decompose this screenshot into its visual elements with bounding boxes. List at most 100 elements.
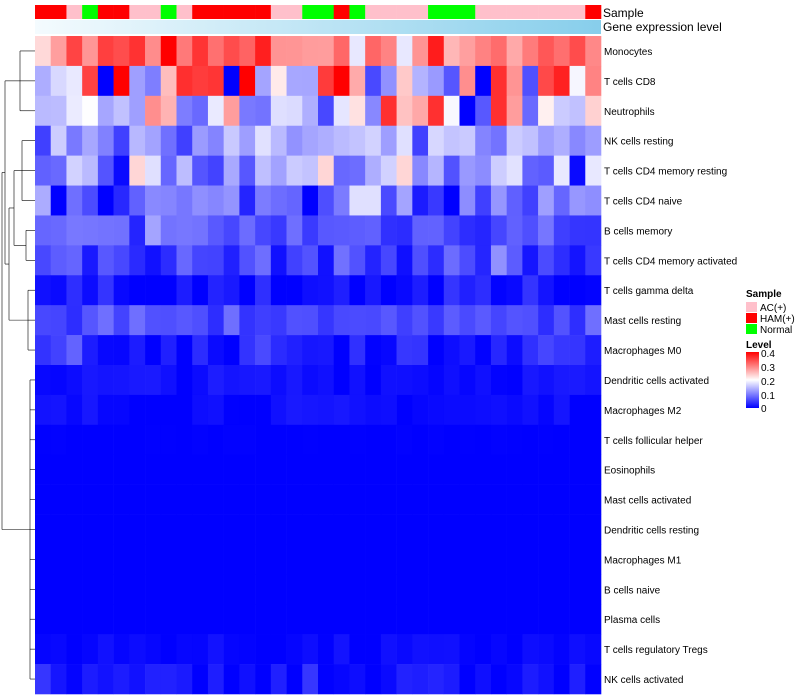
heatmap-cell bbox=[428, 484, 445, 515]
heatmap-cell bbox=[50, 634, 67, 665]
heatmap-cell bbox=[223, 484, 240, 515]
heatmap-cell bbox=[553, 305, 570, 336]
heatmap-cell bbox=[506, 454, 523, 485]
heatmap-cell bbox=[490, 484, 507, 515]
heatmap-cell bbox=[255, 664, 272, 695]
heatmap-cell bbox=[82, 454, 99, 485]
heatmap-cell bbox=[192, 544, 209, 575]
sample-annotation-cell bbox=[176, 5, 193, 19]
heatmap-cell bbox=[176, 664, 193, 695]
heatmap-cell bbox=[113, 664, 130, 695]
sample-legend-title: Sample bbox=[746, 289, 782, 300]
heatmap-cell bbox=[207, 155, 224, 186]
row-label: Macrophages M0 bbox=[604, 346, 682, 357]
row-label: Plasma cells bbox=[604, 615, 660, 626]
heatmap-cell bbox=[412, 155, 429, 186]
heatmap-cell bbox=[365, 484, 382, 515]
heatmap-cell bbox=[553, 245, 570, 276]
heatmap-cell bbox=[459, 514, 476, 545]
heatmap-cell bbox=[412, 664, 429, 695]
row-label: T cells follicular helper bbox=[604, 436, 703, 447]
heatmap-cell bbox=[333, 65, 350, 97]
heatmap-cell bbox=[97, 245, 114, 276]
heatmap-cell bbox=[349, 604, 366, 635]
heatmap-cell bbox=[207, 664, 224, 695]
heatmap-cell bbox=[396, 95, 413, 127]
heatmap-cell bbox=[475, 604, 492, 635]
heatmap-cell bbox=[223, 394, 240, 426]
heatmap-cell bbox=[538, 664, 555, 695]
heatmap-cell bbox=[82, 484, 99, 515]
heatmap-cell bbox=[270, 394, 287, 426]
row-label: T cells CD4 naive bbox=[604, 197, 683, 208]
heatmap-cell bbox=[412, 544, 429, 575]
heatmap-cell bbox=[553, 484, 570, 515]
sample-annotation-cell bbox=[380, 5, 397, 19]
heatmap-cell bbox=[428, 394, 445, 426]
heatmap-cell bbox=[490, 275, 507, 306]
heatmap-cell bbox=[585, 95, 602, 127]
heatmap-cell bbox=[475, 305, 492, 336]
heatmap-cell bbox=[207, 454, 224, 485]
heatmap-cell bbox=[490, 335, 507, 366]
heatmap-cell bbox=[35, 574, 52, 605]
heatmap-cell bbox=[318, 394, 335, 426]
heatmap-cell bbox=[475, 484, 492, 515]
heatmap-cell bbox=[113, 185, 130, 216]
heatmap-cell bbox=[270, 185, 287, 216]
sample-annotation-cell bbox=[412, 5, 429, 19]
heatmap-cell bbox=[207, 305, 224, 336]
heatmap-cell bbox=[318, 454, 335, 485]
heatmap-cell bbox=[538, 185, 555, 216]
heatmap-cell bbox=[129, 604, 146, 635]
sample-annotation-cell bbox=[50, 5, 67, 19]
heatmap-cell bbox=[522, 454, 539, 485]
heatmap-cell bbox=[318, 275, 335, 306]
heatmap-cell bbox=[302, 95, 319, 127]
heatmap-cell bbox=[145, 335, 162, 366]
heatmap-cell bbox=[255, 36, 272, 67]
heatmap-cell bbox=[396, 305, 413, 336]
heatmap-cell bbox=[333, 215, 350, 246]
heatmap-cell bbox=[428, 275, 445, 306]
heatmap-cell bbox=[459, 394, 476, 426]
heatmap-cell bbox=[145, 634, 162, 665]
heatmap-cell bbox=[522, 484, 539, 515]
heatmap-cell bbox=[82, 245, 99, 276]
row-label: Monocytes bbox=[604, 47, 652, 58]
heatmap-cell bbox=[538, 36, 555, 67]
heatmap-cell bbox=[459, 65, 476, 97]
heatmap-cell bbox=[66, 574, 83, 605]
heatmap-cell bbox=[585, 185, 602, 216]
heatmap-cell bbox=[490, 394, 507, 426]
legend-label-ac: AC(+) bbox=[760, 303, 786, 314]
heatmap-cell bbox=[82, 514, 99, 545]
heatmap-cell bbox=[286, 574, 303, 605]
heatmap-cell bbox=[428, 95, 445, 127]
heatmap-cell bbox=[207, 125, 224, 156]
heatmap-cell bbox=[443, 275, 460, 306]
heatmap-cell bbox=[129, 185, 146, 216]
heatmap-cell bbox=[428, 305, 445, 336]
heatmap-cell bbox=[129, 544, 146, 575]
heatmap-cell bbox=[475, 245, 492, 276]
sample-annotation-cell bbox=[522, 5, 539, 19]
heatmap-cell bbox=[443, 424, 460, 456]
heatmap-cell bbox=[443, 544, 460, 575]
heatmap-cell bbox=[82, 275, 99, 306]
heatmap-cell bbox=[538, 65, 555, 97]
heatmap-cell bbox=[223, 424, 240, 456]
heatmap-cell bbox=[459, 305, 476, 336]
heatmap-cell bbox=[443, 394, 460, 426]
heatmap-cell bbox=[207, 36, 224, 67]
heatmap-cell bbox=[396, 634, 413, 665]
heatmap-cell bbox=[302, 275, 319, 306]
heatmap-cell bbox=[50, 544, 67, 575]
heatmap-cell bbox=[145, 275, 162, 306]
heatmap-cell bbox=[475, 664, 492, 695]
heatmap-cell bbox=[318, 155, 335, 186]
heatmap-cell bbox=[333, 95, 350, 127]
heatmap-cell bbox=[66, 155, 83, 186]
heatmap-cell bbox=[428, 125, 445, 156]
heatmap-cell bbox=[585, 155, 602, 186]
